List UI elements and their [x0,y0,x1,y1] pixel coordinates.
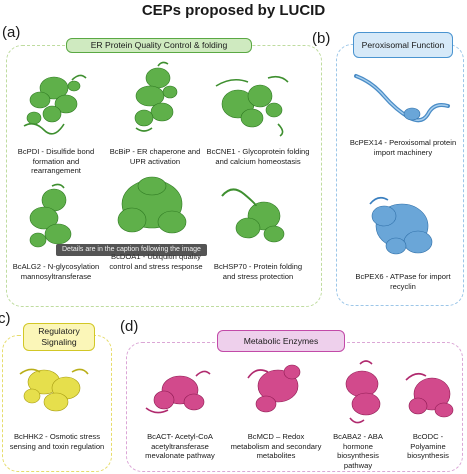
caption-bcaba2: BcABA2 - ABA hormone biosynthesis pathwa… [333,432,383,470]
protein-structure-bcpex6 [369,196,433,255]
header-peroxisomal: Peroxisomal Function [353,32,453,58]
protein-structure-bchsp70 [221,188,285,243]
caption-bcpex6: BcPEX6 - ATPase for import recyclin [355,272,451,291]
protein-structure-bcact [145,370,211,414]
protein-structure-bccne1 [215,75,289,137]
panel-letter-b: (b) [312,30,331,47]
protein-structure-bcodc [405,372,454,418]
caption-bcpex14: BcPEX14 - Peroxisomal protein import mac… [349,138,457,157]
caption-bcpdi: BcPDI - Disulfide bond formation and rea… [17,147,95,176]
panel-letter-c: c) [0,310,11,327]
header-metabolic: Metabolic Enzymes [217,330,345,352]
caption-bcmcd: BcMCD – Redox metabolism and secondary m… [230,432,322,461]
protein-structure-bcaba2 [345,360,381,424]
header-er-quality-control: ER Protein Quality Control & folding [66,38,252,53]
protein-structure-bcmcd [247,364,301,413]
protein-structure-bcalg2 [29,183,72,248]
caption-bcbip: BcBiP - ER chaperone and UPR activation [109,147,201,166]
figure-title: CEPs proposed by LUCID [141,2,326,19]
protein-structure-bcbip [134,61,178,132]
image-details-tooltip: Details are in the caption following the… [56,244,207,256]
protein-structure-bcdoa1 [117,176,187,234]
caption-bchsp70: BcHSP70 - Protein folding and stress pro… [213,262,303,281]
protein-structure-bcpex14 [354,74,450,123]
caption-bcalg2: BcALG2 - N-glycosylation mannosyltransfe… [12,262,100,281]
panel-letter-d: (d) [120,318,139,335]
panel-letter-a: (a) [2,24,21,41]
protein-structure-bchhk2 [19,368,89,412]
caption-bccne1: BcCNE1 - Glycoprotein folding and calciu… [206,147,310,166]
caption-bcodc: BcODC - Polyamine biosynthesis [407,432,449,461]
caption-bchhk2: BcHHK2 - Osmotic stress sensing and toxi… [9,432,105,451]
caption-bcdoa1: BcDOA1 - Ubiquitin quality control and s… [109,252,203,271]
header-regulatory: Regulatory Signaling [23,323,95,351]
protein-structure-bcpdi [23,74,87,135]
caption-bcact: BcACT- Acetyl-CoA acetyltransferase meva… [145,432,215,461]
